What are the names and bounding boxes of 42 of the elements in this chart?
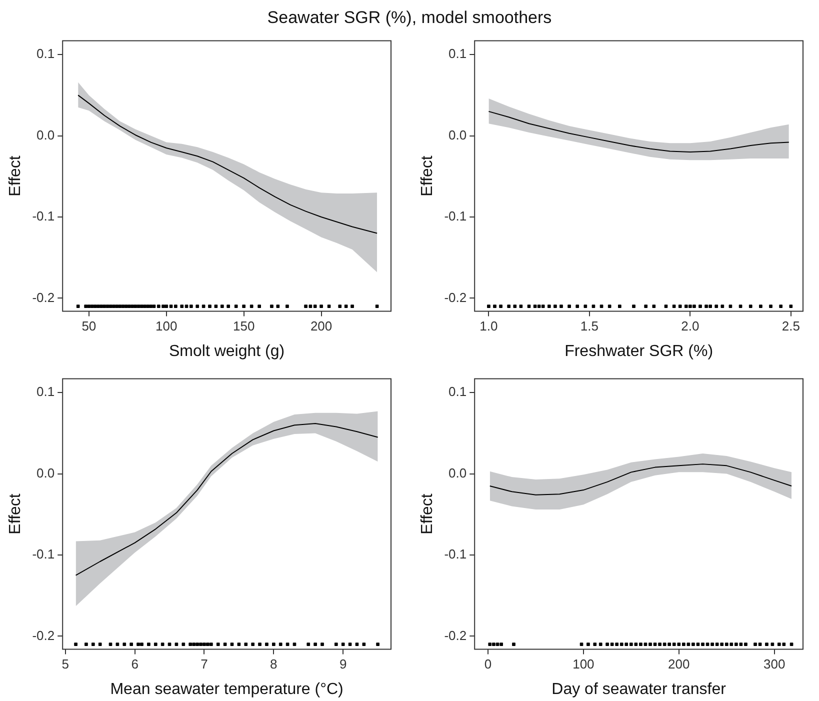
y-axis-title: Effect — [419, 155, 436, 196]
y-tick-label: -0.2 — [32, 290, 55, 305]
x-tick-label: 1.5 — [580, 318, 598, 334]
y-axis-title: Effect — [419, 493, 436, 534]
y-tick-label: -0.1 — [32, 208, 55, 224]
chart-title: Seawater SGR (%), model smoothers — [266, 8, 553, 28]
y-tick-label: -0.1 — [32, 546, 55, 562]
x-tick-label: 5 — [62, 656, 69, 672]
x-tick-label: 200 — [668, 656, 690, 672]
y-tick-label: 0.0 — [36, 465, 55, 480]
x-tick-label: 6 — [131, 656, 138, 672]
x-axis-title: Mean seawater temperature (°C) — [110, 680, 344, 698]
y-axis-title: Effect — [7, 493, 24, 534]
y-tick-label: -0.2 — [444, 290, 467, 305]
y-tick-label: 0.1 — [448, 46, 467, 62]
y-tick-label: 0.1 — [36, 46, 55, 62]
x-tick-label: 8 — [270, 656, 278, 672]
x-tick-label: 200 — [310, 318, 332, 334]
y-tick-label: 0.1 — [36, 384, 55, 400]
y-tick-label: 0.0 — [36, 127, 55, 142]
x-tick-label: 1.0 — [480, 318, 498, 334]
x-tick-label: 9 — [339, 656, 347, 672]
y-tick-label: -0.2 — [444, 628, 467, 643]
x-axis-title: Day of seawater transfer — [552, 680, 727, 698]
x-axis-title: Smolt weight (g) — [169, 342, 285, 360]
y-tick-label: -0.1 — [444, 208, 467, 224]
x-tick-label: 2.5 — [782, 318, 800, 334]
y-tick-label: 0.0 — [448, 127, 467, 142]
x-tick-label: 50 — [82, 318, 96, 334]
x-tick-label: 2.0 — [681, 318, 700, 334]
x-tick-label: 0 — [484, 656, 492, 672]
x-tick-label: 100 — [572, 656, 594, 672]
x-tick-label: 150 — [232, 318, 255, 334]
y-tick-label: 0.0 — [448, 465, 467, 480]
x-tick-label: 7 — [200, 656, 208, 672]
x-tick-label: 100 — [156, 318, 178, 334]
y-tick-label: -0.1 — [444, 546, 467, 562]
x-axis-title: Freshwater SGR (%) — [564, 342, 714, 360]
x-tick-label: 300 — [764, 656, 786, 672]
y-axis-title: Effect — [7, 155, 24, 196]
y-tick-label: 0.1 — [448, 384, 467, 400]
y-tick-label: -0.2 — [32, 628, 55, 643]
